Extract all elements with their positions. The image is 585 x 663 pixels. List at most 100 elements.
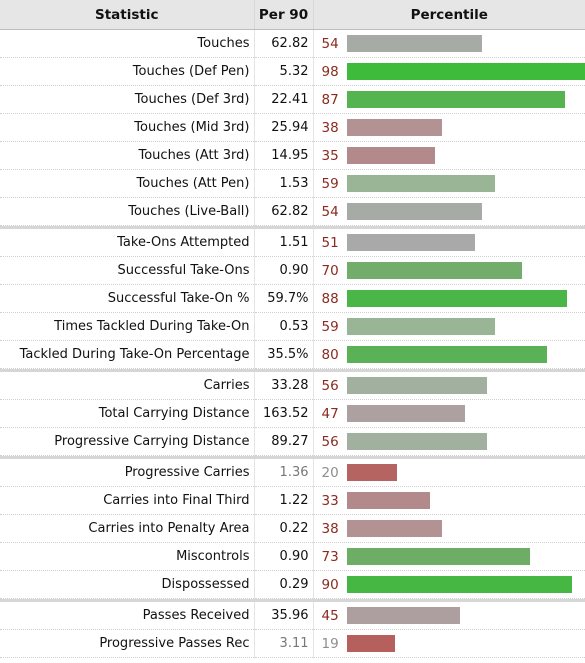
percentile-value: 59 [321,175,339,192]
percentile-bar [346,63,585,80]
stats-body: Touches 62.82 54 Touches (Def Pen) 5.32 98 Tou… [0,29,585,658]
statistic-label: Take-Ons Attempted [0,229,255,257]
per90-value: 0.90 [254,256,314,285]
percentile-bar [346,203,482,220]
statistic-header[interactable]: Statistic [0,0,255,30]
per90-value: 14.95 [254,141,314,170]
separator-cell [0,455,585,459]
percentile-value: 80 [321,346,339,363]
statistic-label: Successful Take-Ons [0,256,255,285]
per90-value: 62.82 [254,197,314,226]
statistic-label: Dispossessed [0,570,255,599]
per90-value: 0.90 [254,542,314,571]
percentile-value: 73 [321,548,339,565]
percentile-cell: 73 [313,542,585,571]
percentile-value: 54 [321,203,339,220]
table-row: Progressive Passes Rec 3.11 19 [0,629,585,658]
percentile-value: 38 [321,119,339,136]
percentile-bar [346,576,572,593]
percentile-bar [346,147,435,164]
percentile-cell: 51 [313,229,585,257]
table-row: Miscontrols 0.90 73 [0,542,585,571]
percentile-value: 98 [321,63,339,80]
per90-value: 0.53 [254,312,314,341]
percentile-value: 56 [321,377,339,394]
statistic-label: Successful Take-On % [0,284,255,313]
statistic-label: Progressive Passes Rec [0,629,255,658]
statistic-label: Progressive Carries [0,459,255,487]
table-row: Carries 33.28 56 [0,372,585,400]
percentile-cell: 56 [313,427,585,456]
per90-value: 1.22 [254,486,314,515]
per90-value: 59.7% [254,284,314,313]
separator-cell [0,368,585,372]
statistic-label: Touches (Live-Ball) [0,197,255,226]
percentile-bar [346,607,460,624]
per90-value: 0.29 [254,570,314,599]
group-separator [0,225,585,229]
per90-value: 1.51 [254,229,314,257]
separator-cell [0,598,585,602]
table-row: Take-Ons Attempted 1.51 51 [0,229,585,257]
percentile-cell: 70 [313,256,585,285]
percentile-cell: 19 [313,629,585,658]
percentile-cell: 47 [313,399,585,428]
percentile-cell: 20 [313,459,585,487]
percentile-bar [346,262,522,279]
percentile-cell: 33 [313,486,585,515]
group-separator [0,598,585,602]
table-row: Touches (Att 3rd) 14.95 35 [0,141,585,170]
table-row: Times Tackled During Take-On 0.53 59 [0,312,585,341]
percentile-bar [346,433,487,450]
percentile-value: 59 [321,318,339,335]
table-row: Tackled During Take-On Percentage 35.5% 80 [0,340,585,369]
percentile-value: 47 [321,405,339,422]
percentile-cell: 56 [313,372,585,400]
separator-cell [0,225,585,229]
percentile-bar [346,548,530,565]
percentile-cell: 38 [313,113,585,142]
percentile-bar [346,377,487,394]
percentile-bar [346,290,567,307]
percentile-cell: 35 [313,141,585,170]
percentile-bar [346,318,495,335]
per90-value: 3.11 [254,629,314,658]
percentile-header[interactable]: Percentile [313,0,585,30]
percentile-value: 45 [321,607,339,624]
percentile-bar [346,119,442,136]
percentile-cell: 59 [313,169,585,198]
percentile-value: 70 [321,262,339,279]
per90-value: 35.5% [254,340,314,369]
percentile-bar [346,91,565,108]
table-row: Touches (Def 3rd) 22.41 87 [0,85,585,114]
statistic-label: Touches (Def 3rd) [0,85,255,114]
table-row: Touches (Def Pen) 5.32 98 [0,57,585,86]
percentile-value: 54 [321,35,339,52]
percentile-bar [346,405,465,422]
group-separator [0,455,585,459]
table-row: Touches (Att Pen) 1.53 59 [0,169,585,198]
percentile-cell: 80 [313,340,585,369]
statistic-label: Times Tackled During Take-On [0,312,255,341]
percentile-cell: 38 [313,514,585,543]
table-row: Touches 62.82 54 [0,29,585,58]
per90-value: 5.32 [254,57,314,86]
percentile-value: 19 [321,635,339,652]
percentile-cell: 59 [313,312,585,341]
table-row: Total Carrying Distance 163.52 47 [0,399,585,428]
table-row: Progressive Carries 1.36 20 [0,459,585,487]
statistic-label: Tackled During Take-On Percentage [0,340,255,369]
table-row: Carries into Penalty Area 0.22 38 [0,514,585,543]
percentile-value: 88 [321,290,339,307]
statistic-label: Touches (Def Pen) [0,57,255,86]
per90-header[interactable]: Per 90 [254,0,314,30]
statistic-label: Touches (Att 3rd) [0,141,255,170]
percentile-value: 35 [321,147,339,164]
percentile-bar [346,234,475,251]
percentile-bar [346,175,495,192]
percentile-cell: 88 [313,284,585,313]
per90-value: 35.96 [254,602,314,630]
percentile-value: 20 [321,464,339,481]
percentile-value: 33 [321,492,339,509]
per90-value: 62.82 [254,29,314,58]
